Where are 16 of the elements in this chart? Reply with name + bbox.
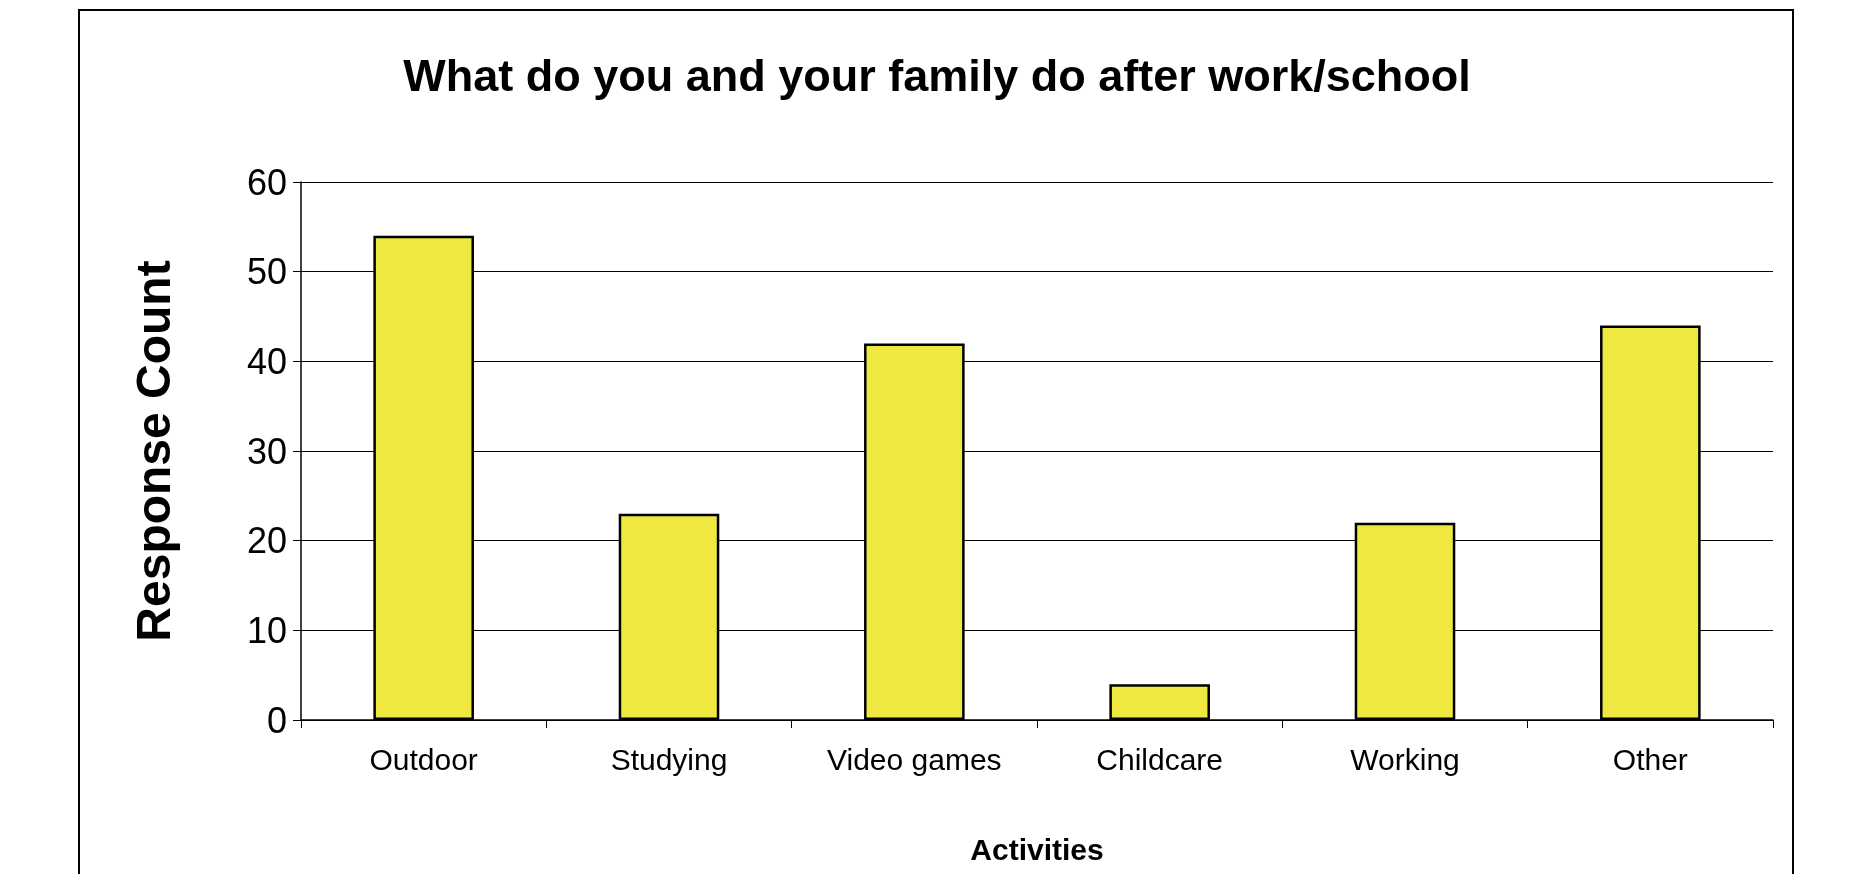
chart-title: What do you and your family do after work/school <box>403 50 1471 101</box>
y-tick-label: 60 <box>246 161 287 203</box>
y-tick-label: 20 <box>246 520 287 562</box>
x-tick-label: Childcare <box>1096 742 1224 776</box>
y-tick-label: 10 <box>246 609 287 651</box>
x-tick-label: Other <box>1612 742 1688 776</box>
y-tick-label: 40 <box>246 340 287 382</box>
x-axis-title: Activities <box>970 832 1104 866</box>
y-tick-label: 50 <box>246 251 287 293</box>
x-tick-label: Video games <box>827 742 1002 776</box>
x-tick-label: Working <box>1350 742 1460 776</box>
y-tick-label: 0 <box>266 699 287 741</box>
y-tick-label: 30 <box>246 430 287 472</box>
x-tick-label: Outdoor <box>369 742 478 776</box>
x-tick-label: Studying <box>610 742 728 776</box>
y-axis-title: Response Count <box>126 260 180 642</box>
